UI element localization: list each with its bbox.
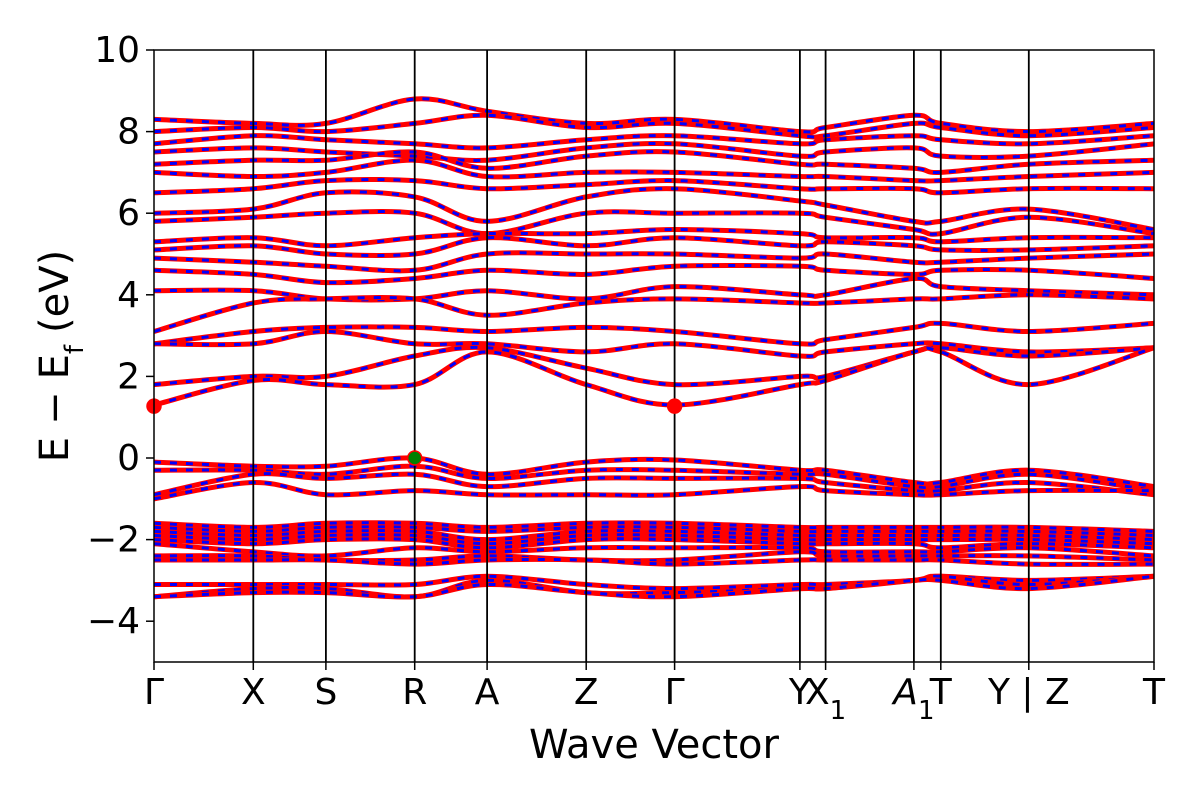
band-8-spin-down: [154, 210, 1154, 236]
x-tick-label-6: Γ: [665, 672, 685, 713]
band-17-spin-down: [154, 345, 1154, 387]
x-tick-label-3: R: [402, 672, 427, 713]
y-tick-label-5: 6: [117, 193, 140, 234]
x-tick-label-1: X: [241, 672, 266, 713]
x-tick-label-10: T: [929, 672, 953, 713]
x-tick-label-4: A: [475, 672, 500, 713]
x-axis-label: Wave Vector: [529, 722, 780, 768]
band-0-spin-up: [154, 96, 1154, 135]
vbm-marker-r: [406, 450, 423, 466]
x-tick-label-8: X1: [805, 672, 846, 726]
band-0-spin-down: [154, 97, 1154, 134]
kpoint-lines: [252, 50, 1030, 662]
x-tick-label-11: Y | Z: [987, 672, 1070, 713]
x-tick-label-7: Y: [788, 672, 812, 713]
band-18-spin-down: [154, 346, 1154, 407]
band-16-spin-down: [154, 329, 1154, 358]
y-axis-ticks: −4 −2 0 2 4 6 8 10: [87, 30, 154, 642]
cbm-marker-gamma-mid: [666, 398, 683, 414]
x-tick-label-0: Γ: [144, 672, 164, 713]
y-tick-label-3: 2: [117, 356, 140, 397]
y-tick-label-6: 8: [117, 112, 140, 153]
y-tick-label-7: 10: [94, 30, 140, 71]
y-tick-label-2: 0: [117, 438, 140, 479]
y-tick-label-4: 4: [117, 275, 140, 316]
y-axis-label: E−Ef(eV): [32, 250, 90, 462]
y-tick-label-1: −2: [87, 520, 140, 561]
x-tick-label-2: S: [314, 672, 337, 713]
x-tick-label-12: T: [1142, 672, 1166, 713]
plot-frame: [153, 49, 1155, 663]
bands-layer: [154, 96, 1154, 600]
x-tick-label-5: Z: [574, 672, 599, 713]
y-tick-label-0: −4: [87, 601, 140, 642]
x-tick-label-9: A1: [891, 672, 934, 726]
band-13-spin-down: [154, 276, 1154, 302]
